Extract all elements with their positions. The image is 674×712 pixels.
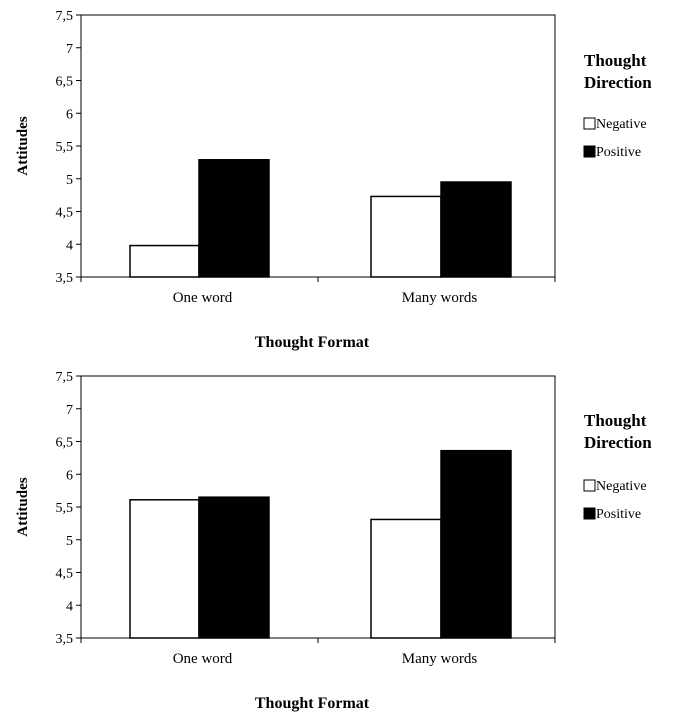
y-tick-label: 3,5 <box>56 632 74 647</box>
legend-label: Positive <box>596 145 641 160</box>
y-tick-label: 3,5 <box>56 271 74 286</box>
legend-title: Direction <box>584 73 652 92</box>
legend-label: Positive <box>596 507 641 522</box>
y-axis-title: Attitudes <box>15 116 31 175</box>
bar-positive-many-words <box>440 181 512 278</box>
y-tick-label: 4,5 <box>56 567 74 582</box>
bar-negative-many-words <box>370 195 442 278</box>
x-category-label: One word <box>173 651 233 667</box>
x-category-label: Many words <box>402 651 478 667</box>
y-tick-label: 5,5 <box>56 140 74 155</box>
legend-swatch <box>583 117 596 130</box>
y-tick-label: 4 <box>66 238 73 253</box>
y-tick-label: 6,5 <box>56 436 74 451</box>
legend-swatch <box>583 507 596 520</box>
bar-positive-one-word <box>198 159 270 278</box>
legend-swatch <box>583 145 596 158</box>
y-tick-label: 5 <box>66 534 73 549</box>
y-tick-label: 5 <box>66 173 73 188</box>
y-tick-label: 6 <box>66 107 73 122</box>
legend-title: Thought <box>584 51 647 70</box>
x-category-label: Many words <box>402 290 478 306</box>
y-tick-label: 6,5 <box>56 75 74 90</box>
y-tick-label: 4,5 <box>56 206 74 221</box>
y-tick-label: 4 <box>66 599 73 614</box>
legend-swatch <box>583 479 596 492</box>
y-tick-label: 7,5 <box>56 9 74 24</box>
x-category-label: One word <box>173 290 233 306</box>
x-axis-title: Thought Format <box>255 695 370 712</box>
y-tick-label: 7,5 <box>56 370 74 385</box>
x-axis-title: Thought Format <box>255 334 370 351</box>
legend-title: Thought <box>584 411 647 430</box>
legend-label: Negative <box>596 479 647 494</box>
bar-positive-one-word <box>198 496 270 639</box>
y-tick-label: 5,5 <box>56 501 74 516</box>
bar-positive-many-words <box>440 449 512 639</box>
y-tick-label: 6 <box>66 468 73 483</box>
bar-negative-one-word <box>129 499 200 639</box>
legend-title: Direction <box>584 433 652 452</box>
y-tick-label: 7 <box>66 42 73 57</box>
y-tick-label: 7 <box>66 403 73 418</box>
bar-negative-one-word <box>129 244 200 278</box>
legend-label: Negative <box>596 117 647 132</box>
y-axis-title: Attitudes <box>15 477 31 536</box>
bar-negative-many-words <box>370 518 442 639</box>
